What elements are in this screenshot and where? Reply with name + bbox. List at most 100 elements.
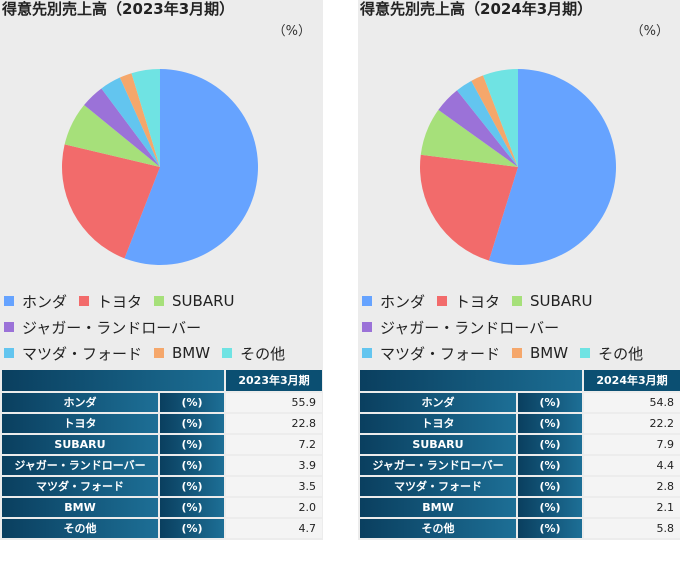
table-row: トヨタ (%) 22.2 bbox=[360, 414, 680, 433]
row-unit: (%) bbox=[518, 393, 582, 412]
table-row: その他 (%) 4.7 bbox=[2, 519, 322, 538]
pie-slice[interactable] bbox=[438, 90, 518, 167]
legend-item[interactable]: その他 bbox=[222, 343, 285, 364]
pie-slice[interactable] bbox=[420, 109, 518, 167]
table-row: トヨタ (%) 22.8 bbox=[2, 414, 322, 433]
pie-slice[interactable] bbox=[420, 154, 518, 261]
table-row: BMW (%) 2.1 bbox=[360, 498, 680, 517]
pie-slice[interactable] bbox=[61, 144, 160, 259]
legend-label: トヨタ bbox=[97, 292, 143, 311]
table-row: ホンダ (%) 55.9 bbox=[2, 393, 322, 412]
legend-swatch bbox=[362, 348, 372, 358]
row-label: BMW bbox=[360, 498, 516, 517]
legend-item[interactable]: SUBARU bbox=[154, 292, 235, 310]
legend-label: その他 bbox=[240, 344, 286, 363]
table-row: SUBARU (%) 7.9 bbox=[360, 435, 680, 454]
pie-slice[interactable] bbox=[483, 69, 518, 167]
row-value: 22.2 bbox=[584, 414, 680, 433]
row-value: 7.2 bbox=[226, 435, 322, 454]
legend-label: ジャガー・ランドローバー bbox=[380, 318, 560, 337]
pie-slice[interactable] bbox=[101, 77, 160, 167]
table-row: SUBARU (%) 7.2 bbox=[2, 435, 322, 454]
pie-slice[interactable] bbox=[124, 69, 258, 265]
legend-row: ホンダ トヨタ SUBARU bbox=[4, 288, 322, 314]
legend-item[interactable]: SUBARU bbox=[512, 292, 593, 310]
legend-swatch bbox=[154, 296, 165, 306]
data-table: 2023年3月期 ホンダ (%) 55.9 トヨタ (%) 22.8 SUBARU (%)… bbox=[2, 370, 322, 538]
legend-label: SUBARU bbox=[530, 292, 593, 310]
pie-chart bbox=[420, 69, 616, 265]
legend-row: マツダ・フォード BMW その他 bbox=[362, 340, 680, 366]
table-row: その他 (%) 5.8 bbox=[360, 519, 680, 538]
pie-slice[interactable] bbox=[84, 88, 160, 167]
legend-item[interactable]: ジャガー・ランドローバー bbox=[362, 317, 559, 338]
legend-item[interactable]: BMW bbox=[154, 344, 210, 362]
row-unit: (%) bbox=[160, 393, 224, 412]
row-unit: (%) bbox=[518, 477, 582, 496]
row-value: 54.8 bbox=[584, 393, 680, 412]
pie-slice[interactable] bbox=[488, 69, 616, 265]
row-value: 5.8 bbox=[584, 519, 680, 538]
table-row: ジャガー・ランドローバー (%) 4.4 bbox=[360, 456, 680, 475]
row-value: 2.8 bbox=[584, 477, 680, 496]
chart-title: 得意先別売上高（2023年3月期） bbox=[2, 0, 235, 18]
table-row: マツダ・フォード (%) 2.8 bbox=[360, 477, 680, 496]
legend-row: ジャガー・ランドローバー bbox=[362, 314, 680, 340]
pie-slice[interactable] bbox=[456, 80, 518, 167]
table-row: ジャガー・ランドローバー (%) 3.9 bbox=[2, 456, 322, 475]
row-label: その他 bbox=[360, 519, 516, 538]
legend-swatch bbox=[154, 348, 165, 358]
row-unit: (%) bbox=[518, 498, 582, 517]
legend-item[interactable]: ホンダ bbox=[4, 291, 67, 312]
legend-swatch bbox=[4, 322, 14, 332]
legend-item[interactable]: トヨタ bbox=[437, 291, 500, 312]
row-label: マツダ・フォード bbox=[2, 477, 158, 496]
unit-label: （%） bbox=[272, 24, 311, 39]
row-label: トヨタ bbox=[2, 414, 158, 433]
row-value: 4.4 bbox=[584, 456, 680, 475]
legend: ホンダ トヨタ SUBARU ジャガー・ランドローバー マツダ・フォード bbox=[362, 288, 680, 366]
legend-item[interactable]: ホンダ bbox=[362, 291, 425, 312]
row-unit: (%) bbox=[160, 519, 224, 538]
legend-swatch bbox=[437, 296, 448, 306]
legend-label: マツダ・フォード bbox=[380, 344, 501, 363]
table-row: BMW (%) 2.0 bbox=[2, 498, 322, 517]
table-row: ホンダ (%) 54.8 bbox=[360, 393, 680, 412]
legend-item[interactable]: マツダ・フォード bbox=[4, 343, 142, 364]
chart-title: 得意先別売上高（2024年3月期） bbox=[360, 0, 593, 18]
legend-label: ホンダ bbox=[22, 292, 68, 311]
row-unit: (%) bbox=[518, 414, 582, 433]
legend-swatch bbox=[580, 348, 591, 358]
legend-item[interactable]: ジャガー・ランドローバー bbox=[4, 317, 201, 338]
legend-item[interactable]: トヨタ bbox=[79, 291, 142, 312]
header-year: 2024年3月期 bbox=[584, 370, 680, 391]
header-year: 2023年3月期 bbox=[226, 370, 322, 391]
row-unit: (%) bbox=[160, 435, 224, 454]
row-unit: (%) bbox=[160, 477, 224, 496]
table-header: 2024年3月期 bbox=[360, 370, 680, 391]
legend-swatch bbox=[4, 348, 14, 358]
row-value: 55.9 bbox=[226, 393, 322, 412]
legend-swatch bbox=[512, 296, 523, 306]
header-blank bbox=[2, 370, 224, 391]
pie-slice[interactable] bbox=[471, 75, 518, 167]
row-label: ジャガー・ランドローバー bbox=[360, 456, 516, 475]
legend-swatch bbox=[362, 322, 372, 332]
legend-swatch bbox=[362, 296, 372, 306]
legend-item[interactable]: マツダ・フォード bbox=[362, 343, 500, 364]
row-value: 22.8 bbox=[226, 414, 322, 433]
chart-panel-2023: 得意先別売上高（2023年3月期） （%） ホンダ トヨタ SUBARU ジャガ… bbox=[0, 0, 323, 540]
table-header: 2023年3月期 bbox=[2, 370, 322, 391]
legend-item[interactable]: その他 bbox=[580, 343, 643, 364]
pie-slice[interactable] bbox=[119, 73, 160, 167]
legend: ホンダ トヨタ SUBARU ジャガー・ランドローバー マツダ・フォード bbox=[4, 288, 322, 366]
legend-label: ホンダ bbox=[380, 292, 426, 311]
pie-slice[interactable] bbox=[131, 69, 160, 167]
pie-slice[interactable] bbox=[64, 105, 160, 167]
legend-swatch bbox=[4, 296, 14, 306]
legend-label: BMW bbox=[530, 344, 569, 362]
legend-item[interactable]: BMW bbox=[512, 344, 568, 362]
header-blank bbox=[360, 370, 582, 391]
row-label: ホンダ bbox=[360, 393, 516, 412]
legend-row: ホンダ トヨタ SUBARU bbox=[362, 288, 680, 314]
